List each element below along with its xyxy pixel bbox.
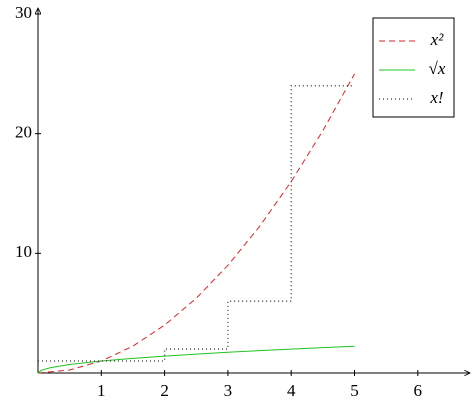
x-tick-label: 6 [414,381,423,400]
x-tick-label: 4 [287,381,296,400]
x-tick-label: 3 [224,381,233,400]
series-line [37,345,355,374]
legend-label: √x [429,59,446,78]
x-tick-label: 1 [97,381,106,400]
y-tick-label: 10 [15,242,32,261]
series-line [38,85,355,362]
y-tick-label: 30 [15,3,32,22]
x-tick-label: 5 [350,381,359,400]
legend: x² √x x! [372,17,455,118]
y-tick-label: 20 [15,123,32,142]
legend-box [372,17,455,118]
legend-label: x! [429,88,443,107]
legend-label: x² [430,30,445,49]
series-line [37,73,355,374]
x-tick-label: 2 [160,381,169,400]
